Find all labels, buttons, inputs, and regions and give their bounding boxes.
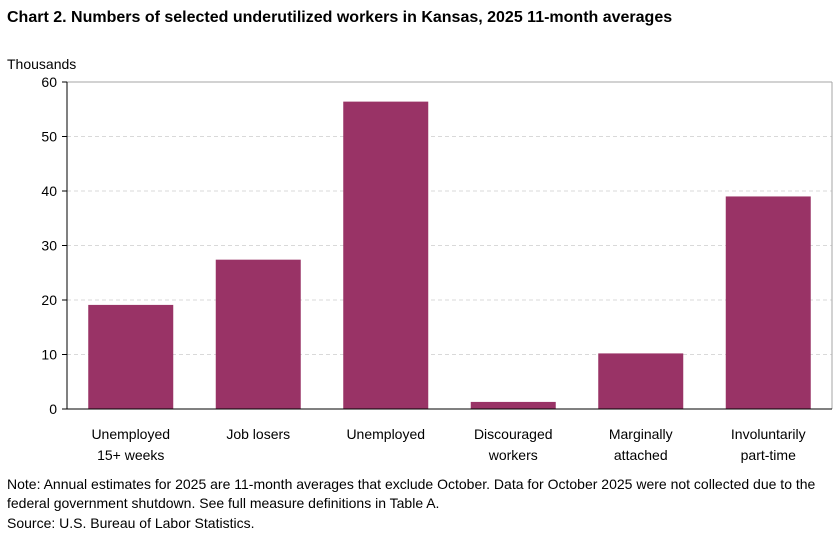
x-tick-label: part-time bbox=[741, 447, 796, 463]
x-tick-label: workers bbox=[488, 447, 538, 463]
chart-title: Chart 2. Numbers of selected underutiliz… bbox=[7, 9, 673, 26]
y-tick-label: 40 bbox=[41, 183, 57, 199]
x-tick-label: attached bbox=[614, 447, 668, 463]
chart-source: Source: U.S. Bureau of Labor Statistics. bbox=[7, 515, 255, 531]
y-tick-label: 50 bbox=[41, 129, 57, 145]
bar bbox=[343, 101, 429, 410]
x-tick-label: Discouraged bbox=[474, 426, 553, 442]
bar bbox=[598, 353, 684, 409]
y-tick-label: 10 bbox=[41, 347, 57, 363]
bar bbox=[215, 259, 301, 409]
x-tick-label: 15+ weeks bbox=[97, 447, 164, 463]
y-tick-label: 30 bbox=[41, 238, 57, 254]
y-tick-label: 0 bbox=[49, 401, 57, 417]
x-tick-label: Job losers bbox=[226, 426, 290, 442]
bar bbox=[88, 304, 174, 409]
bar bbox=[725, 196, 811, 409]
x-tick-label: Involuntarily bbox=[731, 426, 806, 442]
x-tick-label: Unemployed bbox=[91, 426, 170, 442]
y-tick-label: 60 bbox=[41, 74, 57, 90]
chart-note: Note: Annual estimates for 2025 are 11-m… bbox=[7, 476, 816, 511]
bar bbox=[470, 401, 556, 409]
x-tick-label: Unemployed bbox=[346, 426, 425, 442]
y-axis-label: Thousands bbox=[7, 56, 77, 72]
y-tick-label: 20 bbox=[41, 292, 57, 308]
x-tick-label: Marginally bbox=[609, 426, 673, 442]
